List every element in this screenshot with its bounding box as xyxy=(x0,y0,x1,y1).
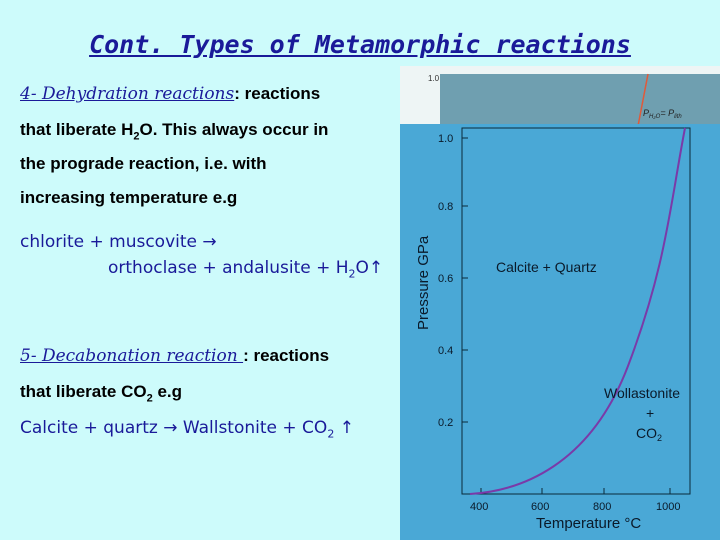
x-axis-label: Temperature °C xyxy=(536,515,641,532)
x-tick-label: 600 xyxy=(531,501,549,513)
decarbonation-reaction-b: ↑ xyxy=(334,418,354,438)
dehydration-line3: the prograde reaction, i.e. with xyxy=(20,154,267,173)
decarbonation-line2-sub: 2 xyxy=(146,392,153,405)
dehydration-line2: that liberate H2O. This always occur in xyxy=(20,120,328,142)
back-figure-label: PH₂O= Plith xyxy=(643,108,682,120)
dehydration-colon: : reactions xyxy=(234,84,321,103)
decarbonation-colon: : reactions xyxy=(243,346,330,365)
dehydration-reaction-line2-a: orthoclase + andalusite + H xyxy=(108,258,349,278)
dehydration-line2-text-a: that liberate H xyxy=(20,120,134,139)
dehydration-line4: increasing temperature e.g xyxy=(20,188,238,207)
y-tick-label: 1.0 xyxy=(438,133,453,145)
phase-diagram-figure: 1.0 PH₂O= Plith 1.0 0.8 0.6 0.4 0.2 400 … xyxy=(400,66,720,540)
dehydration-reaction-line1: chlorite + muscovite → xyxy=(20,232,217,252)
field-label-wollastonite: Wollastonite xyxy=(604,385,680,401)
slide-title: Cont. Types of Metamorphic reactions xyxy=(89,30,631,59)
dehydration-reaction-line2-sub: 2 xyxy=(348,267,356,281)
x-tick-label: 800 xyxy=(593,501,611,513)
decarbonation-reaction-sub: 2 xyxy=(327,427,335,441)
dehydration-reaction-line2: orthoclase + andalusite + H2O↑ xyxy=(108,258,383,280)
dehydration-line1: 4- Dehydration reactions: reactions xyxy=(20,84,320,104)
decarbonation-reaction: Calcite + quartz → Wallstonite + CO2 ↑ xyxy=(20,418,354,440)
decarbonation-heading: 5- Decabonation reaction xyxy=(20,346,244,366)
y-axis-ticks xyxy=(462,137,468,423)
decarbonation-line2-b: e.g xyxy=(152,382,183,401)
y-tick-label: 0.2 xyxy=(438,417,453,429)
back-figure-tick: 1.0 xyxy=(428,74,440,83)
y-axis-label: Pressure GPa xyxy=(415,235,432,330)
decarbonation-line1: 5- Decabonation reaction : reactions xyxy=(20,346,329,366)
reaction-curve xyxy=(469,127,686,495)
decarbonation-line2-a: that liberate CO xyxy=(20,382,147,401)
decarbonation-line2: that liberate CO2 e.g xyxy=(20,382,182,404)
dehydration-line2-text-b: O. This always occur in xyxy=(139,120,329,139)
y-tick-label: 0.8 xyxy=(438,201,453,213)
plot-area xyxy=(461,127,691,495)
field-label-co2: CO2 xyxy=(636,425,662,443)
y-tick-label: 0.6 xyxy=(438,273,453,285)
field-label-plus: + xyxy=(646,405,654,421)
decarbonation-reaction-a: Calcite + quartz → Wallstonite + CO xyxy=(20,418,328,438)
back-figure-curve xyxy=(637,73,649,127)
dehydration-heading: 4- Dehydration reactions xyxy=(20,84,235,104)
x-tick-label: 400 xyxy=(470,501,488,513)
dehydration-line2-sub: 2 xyxy=(133,130,140,143)
dehydration-reaction-line2-b: O↑ xyxy=(355,258,384,278)
y-tick-label: 0.4 xyxy=(438,345,453,357)
x-tick-label: 1000 xyxy=(656,501,680,513)
field-label-calcite-quartz: Calcite + Quartz xyxy=(496,259,597,275)
